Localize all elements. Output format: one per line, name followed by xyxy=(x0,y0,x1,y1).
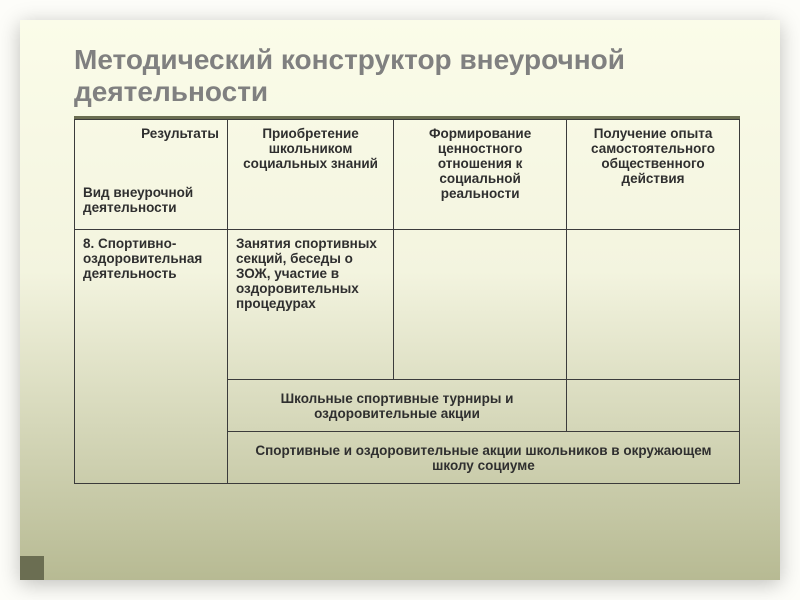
header-col-2: Приобретение школьником социальных знани… xyxy=(227,120,393,230)
slide: Методический конструктор внеурочной деят… xyxy=(20,20,780,580)
cell-r3-merged: Спортивные и оздоровительные акции школь… xyxy=(227,432,739,484)
results-label: Результаты xyxy=(83,126,219,141)
corner-accent xyxy=(20,556,44,580)
cell-r1c3 xyxy=(394,230,567,380)
cell-r2-merged: Школьные спортивные турниры и оздоровите… xyxy=(227,380,566,432)
header-corner-cell: Результаты Вид внеурочной деятельности xyxy=(75,120,228,230)
activity-type-label: Вид внеурочной деятельности xyxy=(83,185,219,215)
cell-r1c4 xyxy=(567,230,740,380)
constructor-table: Результаты Вид внеурочной деятельности П… xyxy=(74,119,740,484)
cell-r1c2: Занятия спортивных секций, беседы о ЗОЖ,… xyxy=(227,230,393,380)
cell-r2c4 xyxy=(567,380,740,432)
header-col-4: Получение опыта самостоятельного обществ… xyxy=(567,120,740,230)
slide-title: Методический конструктор внеурочной деят… xyxy=(74,44,740,108)
table-row: 8. Спортивно-оздоровительная деятельност… xyxy=(75,230,740,380)
header-col-3: Формирование ценностного отношения к соц… xyxy=(394,120,567,230)
table-header-row: Результаты Вид внеурочной деятельности П… xyxy=(75,120,740,230)
table-container: Результаты Вид внеурочной деятельности П… xyxy=(74,119,740,484)
activity-type-cell: 8. Спортивно-оздоровительная деятельност… xyxy=(75,230,228,484)
